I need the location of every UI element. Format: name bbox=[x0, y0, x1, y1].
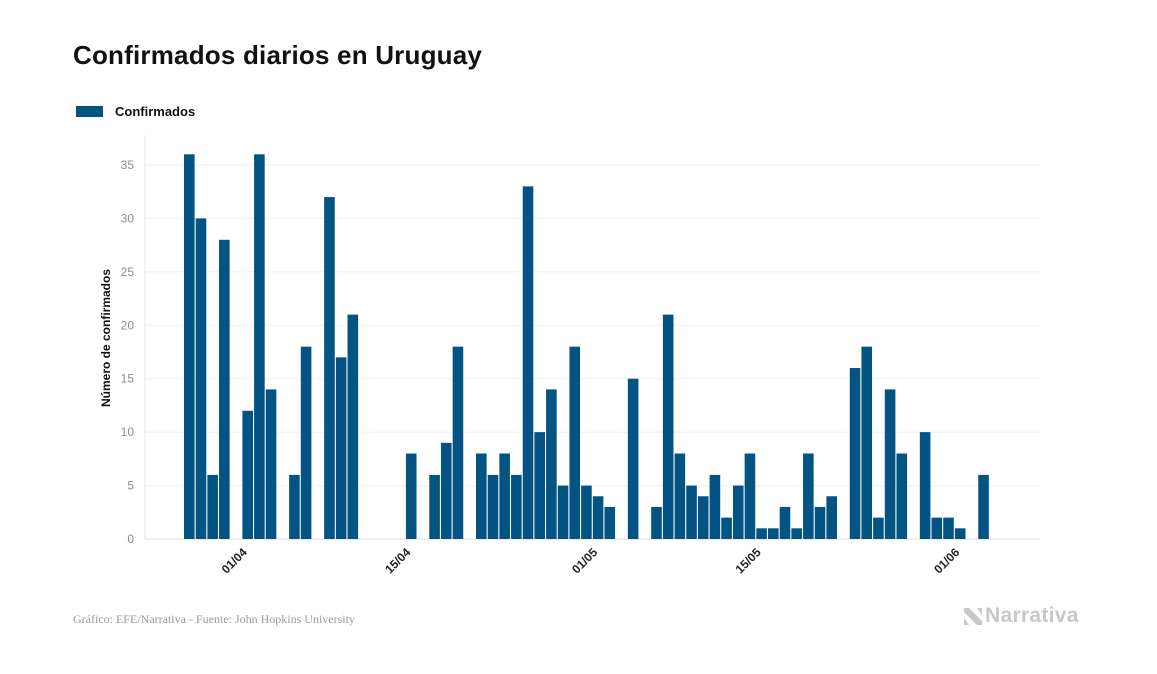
source-credit: Gráfico: EFE/Narrativa - Fuente: John Ho… bbox=[73, 612, 355, 626]
bar bbox=[534, 432, 545, 539]
bar bbox=[511, 474, 522, 539]
bar bbox=[686, 485, 697, 539]
x-axis-ticks: 01/04 15/04 01/05 15/05 01/06 bbox=[219, 545, 963, 576]
bar bbox=[219, 239, 230, 540]
bar bbox=[452, 346, 464, 539]
bar bbox=[207, 474, 218, 539]
bar bbox=[335, 357, 347, 539]
bar bbox=[499, 453, 510, 539]
bar bbox=[674, 453, 686, 539]
bar bbox=[709, 474, 721, 539]
chart-title: Confirmados diarios en Uruguay bbox=[73, 40, 483, 70]
bar bbox=[803, 453, 814, 539]
bar bbox=[242, 410, 253, 539]
bar bbox=[978, 474, 989, 539]
y-tick-label: 0 bbox=[127, 532, 134, 546]
brand-logo: Narrativa bbox=[963, 604, 1079, 628]
bar bbox=[849, 368, 861, 539]
y-tick-label: 25 bbox=[121, 265, 135, 279]
bar bbox=[627, 378, 639, 539]
bar bbox=[440, 442, 452, 539]
bar bbox=[814, 506, 826, 539]
x-tick-label: 01/06 bbox=[931, 545, 962, 576]
bar bbox=[300, 346, 312, 539]
bar bbox=[405, 453, 417, 539]
legend: Confirmados bbox=[76, 104, 195, 119]
bar bbox=[954, 528, 966, 539]
bar bbox=[546, 389, 557, 539]
bar bbox=[861, 346, 873, 539]
bar bbox=[697, 496, 709, 539]
bar bbox=[662, 314, 674, 539]
bar bbox=[931, 517, 943, 539]
bar bbox=[476, 453, 487, 539]
narrativa-logo-icon bbox=[964, 608, 982, 625]
x-tick-label: 01/05 bbox=[569, 545, 600, 576]
bar bbox=[265, 389, 277, 539]
legend-swatch bbox=[76, 106, 103, 117]
y-tick-label: 10 bbox=[121, 425, 135, 439]
y-tick-label: 30 bbox=[121, 211, 135, 225]
bar bbox=[347, 314, 359, 539]
bar bbox=[919, 432, 931, 539]
bar bbox=[592, 496, 604, 539]
x-tick-label: 01/04 bbox=[219, 545, 250, 576]
bar bbox=[943, 517, 954, 539]
bar bbox=[522, 186, 534, 539]
y-tick-label: 5 bbox=[127, 479, 134, 493]
bar bbox=[429, 474, 440, 539]
bar bbox=[744, 453, 756, 539]
brand-name: Narrativa bbox=[985, 604, 1079, 627]
bar bbox=[581, 485, 592, 539]
bar bbox=[487, 474, 499, 539]
bar bbox=[791, 528, 802, 539]
bar bbox=[721, 517, 732, 539]
bar bbox=[779, 506, 791, 539]
bars bbox=[184, 154, 989, 540]
gridlines bbox=[144, 135, 1040, 540]
bar bbox=[884, 389, 896, 539]
bar bbox=[254, 154, 265, 539]
bar bbox=[569, 346, 581, 539]
bar bbox=[768, 528, 779, 539]
y-tick-label: 20 bbox=[121, 318, 135, 332]
bar bbox=[184, 154, 195, 539]
bar bbox=[289, 474, 300, 539]
bar bbox=[732, 485, 744, 539]
x-tick-label: 15/05 bbox=[733, 545, 764, 576]
bar bbox=[324, 197, 335, 539]
bar bbox=[195, 218, 207, 539]
bar bbox=[756, 528, 767, 539]
y-axis-ticks: 0 5 10 15 20 25 30 35 bbox=[121, 158, 135, 546]
bar bbox=[873, 517, 884, 539]
x-tick-label: 15/04 bbox=[382, 545, 413, 576]
y-tick-label: 15 bbox=[121, 372, 135, 386]
y-tick-label: 35 bbox=[121, 158, 135, 172]
bar bbox=[896, 453, 908, 539]
bar bbox=[651, 506, 662, 539]
bar bbox=[557, 485, 569, 539]
bar bbox=[826, 496, 837, 539]
legend-label: Confirmados bbox=[115, 104, 196, 119]
bar bbox=[604, 506, 616, 539]
